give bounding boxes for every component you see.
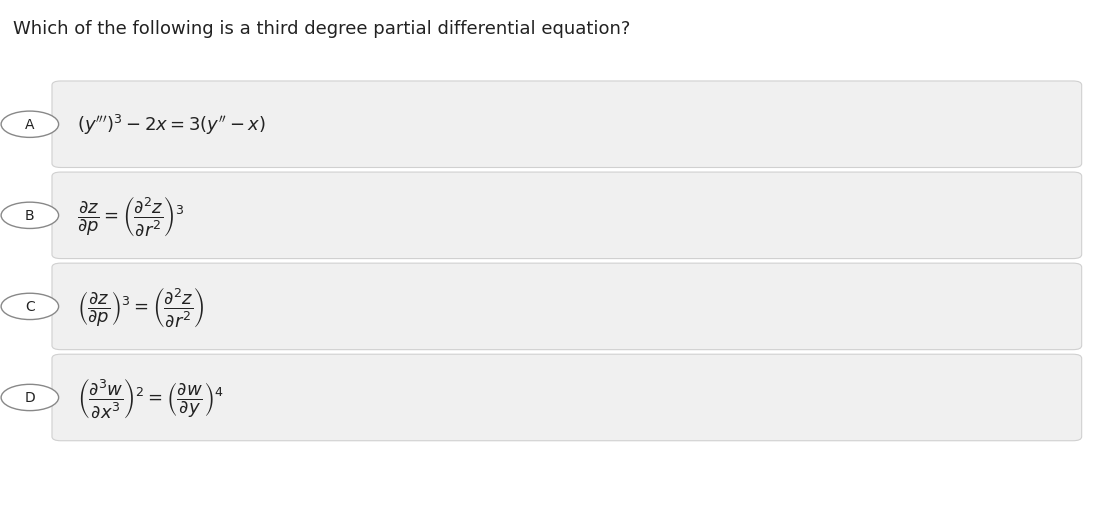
Circle shape [1,203,59,229]
Text: D: D [24,391,35,405]
Text: $\left(\dfrac{\partial z}{\partial p}\right)^3 = \left(\dfrac{\partial^2 z}{\par: $\left(\dfrac{\partial z}{\partial p}\ri… [77,285,205,329]
Text: A: A [25,118,34,132]
Text: $\dfrac{\partial z}{\partial p} = \left(\dfrac{\partial^2 z}{\partial r^2}\right: $\dfrac{\partial z}{\partial p} = \left(… [77,194,185,238]
Text: Which of the following is a third degree partial differential equation?: Which of the following is a third degree… [13,20,630,38]
Text: $(y^{\prime\prime\prime})^3 - 2x = 3(y^{\prime\prime} - x)$: $(y^{\prime\prime\prime})^3 - 2x = 3(y^{… [77,113,267,137]
FancyBboxPatch shape [52,82,1082,168]
Text: $\left(\dfrac{\partial^3 w}{\partial x^3}\right)^2 = \left(\dfrac{\partial w}{\p: $\left(\dfrac{\partial^3 w}{\partial x^3… [77,376,223,420]
Circle shape [1,294,59,320]
FancyBboxPatch shape [52,264,1082,350]
Text: C: C [25,300,34,314]
Circle shape [1,385,59,411]
FancyBboxPatch shape [52,173,1082,259]
FancyBboxPatch shape [52,355,1082,441]
Circle shape [1,112,59,138]
Text: B: B [25,209,34,223]
